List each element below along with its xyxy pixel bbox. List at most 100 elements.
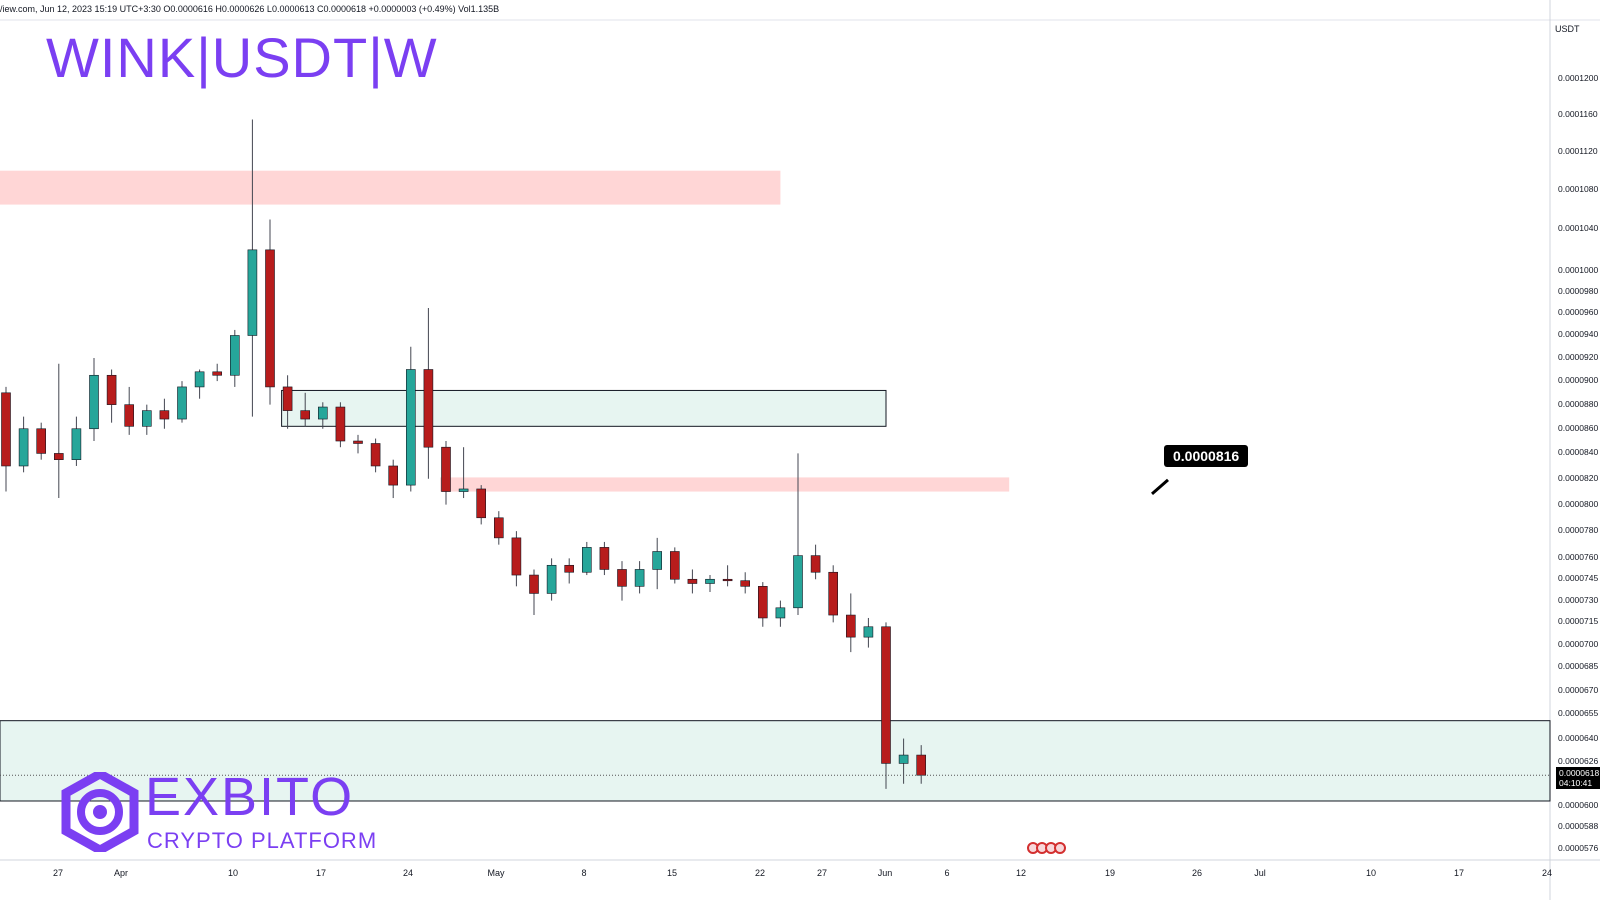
candle-body <box>687 578 698 584</box>
date-tick-label: 6 <box>944 868 950 878</box>
candle-body <box>757 586 768 619</box>
candle-body <box>124 404 134 427</box>
date-tick-label: 26 <box>1191 868 1203 878</box>
callout-pointer <box>1151 478 1169 495</box>
candle-body <box>405 369 416 486</box>
us-flag-icon[interactable] <box>1054 842 1066 854</box>
candle-body <box>546 564 557 594</box>
candle-body <box>53 453 64 460</box>
candle-body <box>194 371 205 388</box>
candle-body <box>881 626 891 764</box>
candle-body <box>177 386 187 420</box>
candle-body <box>581 547 592 573</box>
price-tick-label: 0.0000588 <box>1558 821 1599 832</box>
candle-body <box>317 406 328 420</box>
candle-body <box>705 578 715 584</box>
price-tick-label: 0.0000700 <box>1558 638 1599 649</box>
candle-body <box>810 555 821 573</box>
bar-countdown: 04:10:41 <box>1559 778 1593 788</box>
price-tick-label: 0.0000640 <box>1558 732 1599 743</box>
price-tick-label: 0.0000860 <box>1558 422 1599 433</box>
candle-body <box>845 614 856 638</box>
price-tick-label: 0.0000940 <box>1558 329 1599 340</box>
candle-body <box>159 410 170 420</box>
candle-body <box>511 537 522 576</box>
last-price-tag: 0.0000618 04:10:41 <box>1556 767 1600 789</box>
candle-body <box>793 555 803 609</box>
candle-body <box>36 428 47 454</box>
candle-body <box>669 551 680 580</box>
price-tick-label: 0.0000900 <box>1558 375 1599 386</box>
candle-body <box>441 446 451 492</box>
candle-body <box>652 551 663 570</box>
candle-body <box>388 465 399 486</box>
candle-body <box>370 443 381 467</box>
candle-body <box>282 386 293 411</box>
price-tick-label: 0.0000980 <box>1558 285 1599 296</box>
date-tick-label: 24 <box>1541 868 1553 878</box>
candle-body <box>493 517 504 539</box>
date-tick-label: Jun <box>877 868 893 878</box>
candle-body <box>458 488 469 492</box>
date-tick-label: 15 <box>666 868 678 878</box>
price-tick-label: 0.0000745 <box>1558 573 1599 584</box>
candle-body <box>142 410 152 427</box>
date-tick-label: 8 <box>581 868 587 878</box>
price-tick-label: 0.0001120 <box>1558 145 1598 156</box>
price-tick-label: 0.0001200 <box>1558 73 1599 84</box>
candle-body <box>335 406 346 442</box>
ohlc-info-line: /iew.com, Jun 12, 2023 15:19 UTC+3:30 O0… <box>0 4 500 14</box>
economic-events[interactable] <box>1027 842 1066 854</box>
price-tick-label: 0.0001040 <box>1558 223 1599 234</box>
candle-body <box>300 410 311 420</box>
date-tick-label: 17 <box>1453 868 1465 878</box>
price-tick-label: 0.0000626 <box>1558 755 1599 766</box>
candle-body <box>89 374 99 430</box>
price-tick-label: 0.0000576 <box>1558 843 1599 854</box>
candle-body <box>230 335 240 376</box>
supply-zone <box>0 170 781 205</box>
price-tick-label: 0.0000800 <box>1558 498 1599 509</box>
supply-zone <box>440 477 1010 492</box>
candle-body <box>212 371 222 376</box>
candle-body <box>617 569 627 587</box>
last-price-value: 0.0000618 <box>1559 768 1600 778</box>
candle-body <box>106 374 117 405</box>
candle-body <box>265 249 275 388</box>
candle-body <box>775 607 786 619</box>
candle-body <box>529 574 539 594</box>
candle-body <box>71 428 82 460</box>
logo-subtitle: CRYPTO PLATFORM <box>147 828 378 853</box>
candle-body <box>247 249 258 336</box>
price-tick-label: 0.0001160 <box>1558 108 1598 119</box>
candle-body <box>1 392 11 467</box>
date-tick-label: 10 <box>1365 868 1377 878</box>
price-tick-label: 0.0000715 <box>1558 616 1599 627</box>
date-tick-label: 10 <box>227 868 239 878</box>
date-tick-label: 12 <box>1015 868 1027 878</box>
candle-body <box>863 626 874 638</box>
candle-body <box>634 569 645 587</box>
date-tick-label: 22 <box>754 868 766 878</box>
candle-body <box>916 754 927 776</box>
candle-body <box>599 547 610 570</box>
price-tick-label: 0.0000960 <box>1558 307 1599 318</box>
price-callout: 0.0000816 <box>1164 445 1249 467</box>
axis-unit-label: USDT <box>1555 24 1580 34</box>
candle-body <box>740 580 751 587</box>
price-tick-label: 0.0001080 <box>1558 183 1599 194</box>
date-tick-label: May <box>487 868 505 878</box>
price-tick-label: 0.0000670 <box>1558 684 1599 695</box>
price-tick-label: 0.0000780 <box>1558 525 1599 536</box>
date-tick-label: 19 <box>1104 868 1116 878</box>
price-tick-label: 0.0000685 <box>1558 661 1599 672</box>
price-tick-label: 0.0000760 <box>1558 552 1599 563</box>
price-tick-label: 0.0000820 <box>1558 472 1599 483</box>
date-tick-label: 27 <box>816 868 828 878</box>
price-tick-label: 0.0000920 <box>1558 352 1599 363</box>
candle-body <box>898 754 909 764</box>
date-tick-label: 17 <box>315 868 327 878</box>
demand-zone <box>0 720 1551 802</box>
